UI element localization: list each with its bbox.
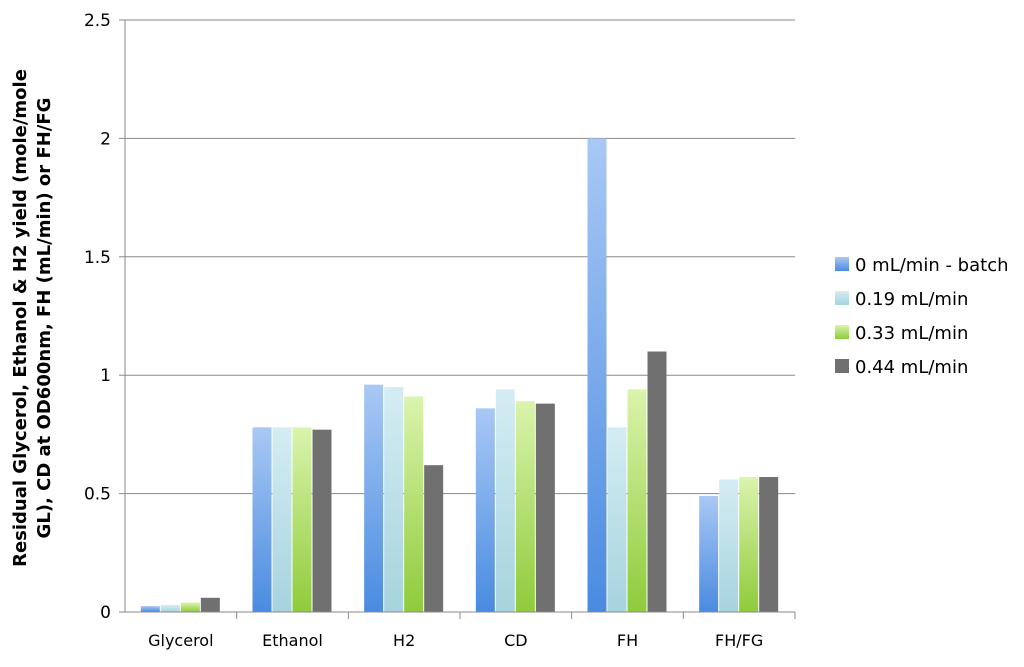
bar-h2-series-1 — [364, 384, 384, 612]
bar-ethanol-series-1 — [252, 427, 272, 612]
axes — [124, 20, 796, 619]
y-tick-label: 1 — [100, 366, 111, 386]
bar-fh-fg-series-3 — [739, 477, 759, 612]
bar-h2-series-3 — [404, 396, 424, 612]
bar-cd-series-3 — [515, 401, 535, 612]
bar-cd-series-1 — [475, 408, 495, 612]
bars — [140, 138, 779, 612]
bar-glycerol-series-2 — [160, 604, 180, 612]
x-category-label: CD — [504, 631, 528, 650]
bar-glycerol-series-1 — [140, 606, 160, 612]
bar-fh-series-1 — [587, 138, 607, 612]
y-tick-label: 1.5 — [84, 248, 111, 268]
y-tick-label: 2 — [100, 129, 111, 149]
gridlines — [119, 19, 795, 613]
x-category-label: H2 — [393, 631, 415, 650]
bar-glycerol-series-4 — [200, 597, 220, 612]
legend-swatch — [835, 291, 849, 305]
bar-h2-series-4 — [424, 465, 444, 612]
y-axis-title-line-2: GL), CD at OD600nm, FH (mL/min) or FH/FG — [34, 98, 55, 539]
legend-swatch — [835, 325, 849, 339]
bar-fh-series-3 — [627, 389, 647, 612]
legend-label: 0.44 mL/min — [855, 357, 968, 378]
x-category-label: Ethanol — [262, 631, 323, 650]
bar-ethanol-series-3 — [292, 427, 312, 612]
legend-swatch — [835, 257, 849, 271]
bar-fh-fg-series-4 — [759, 477, 779, 612]
legend-label: 0.33 mL/min — [855, 323, 968, 344]
bar-h2-series-2 — [384, 387, 404, 612]
bar-fh-series-4 — [647, 351, 667, 612]
bar-glycerol-series-3 — [180, 602, 200, 612]
legend: 0 mL/min - batch 0.19 mL/min 0.33 mL/min 0.… — [835, 255, 1009, 378]
bar-cd-series-2 — [495, 389, 515, 612]
legend-label: 0 mL/min - batch — [855, 255, 1009, 276]
x-category-labels: Glycerol Ethanol H2 CD FH FH/FG — [148, 631, 763, 650]
bar-cd-series-4 — [535, 403, 555, 612]
y-tick-labels: 0 0.5 1 1.5 2 2.5 — [84, 11, 111, 623]
y-tick-label: 2.5 — [84, 11, 111, 31]
y-tick-label: 0.5 — [84, 485, 111, 505]
x-category-label: FH — [617, 631, 638, 650]
y-axis-title-line-1: Residual Glycerol, Ethanol & H2 yield (m… — [10, 69, 31, 567]
x-category-label: Glycerol — [148, 631, 213, 650]
y-tick-label: 0 — [100, 603, 111, 623]
bar-fh-series-2 — [607, 427, 627, 612]
legend-label: 0.19 mL/min — [855, 289, 968, 310]
bar-ethanol-series-2 — [272, 427, 292, 612]
bar-fh-fg-series-1 — [699, 495, 719, 612]
bar-ethanol-series-4 — [312, 429, 332, 612]
legend-swatch — [835, 359, 849, 373]
x-category-label: FH/FG — [715, 631, 763, 650]
bar-fh-fg-series-2 — [719, 479, 739, 612]
